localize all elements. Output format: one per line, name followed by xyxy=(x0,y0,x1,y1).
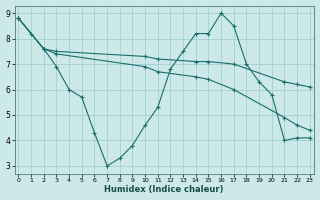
X-axis label: Humidex (Indice chaleur): Humidex (Indice chaleur) xyxy=(104,185,224,194)
